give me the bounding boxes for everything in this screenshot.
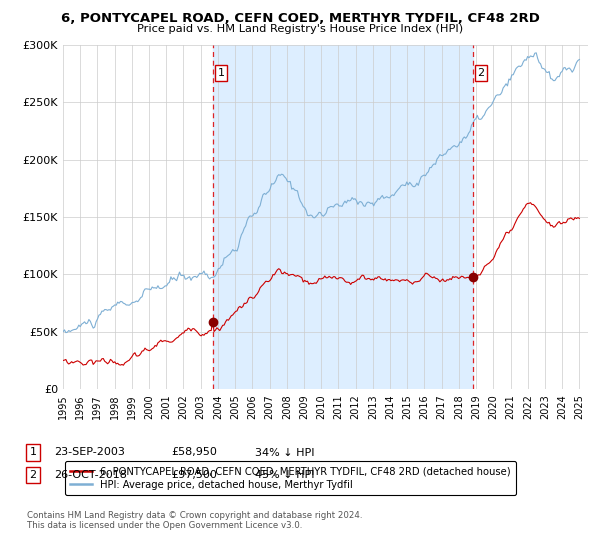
- Bar: [213, 45, 473, 389]
- Text: 26-OCT-2018: 26-OCT-2018: [54, 470, 127, 480]
- Text: 34% ↓ HPI: 34% ↓ HPI: [255, 447, 314, 458]
- Text: £97,500: £97,500: [171, 470, 217, 480]
- Text: 45% ↓ HPI: 45% ↓ HPI: [255, 470, 314, 480]
- Text: This data is licensed under the Open Government Licence v3.0.: This data is licensed under the Open Gov…: [27, 521, 302, 530]
- Text: £58,950: £58,950: [171, 447, 217, 458]
- Text: 2: 2: [29, 470, 37, 480]
- Legend: 6, PONTYCAPEL ROAD, CEFN COED, MERTHYR TYDFIL, CF48 2RD (detached house), HPI: A: 6, PONTYCAPEL ROAD, CEFN COED, MERTHYR T…: [65, 461, 516, 495]
- Text: 6, PONTYCAPEL ROAD, CEFN COED, MERTHYR TYDFIL, CF48 2RD: 6, PONTYCAPEL ROAD, CEFN COED, MERTHYR T…: [61, 12, 539, 25]
- Text: 1: 1: [29, 447, 37, 458]
- Text: Contains HM Land Registry data © Crown copyright and database right 2024.: Contains HM Land Registry data © Crown c…: [27, 511, 362, 520]
- Text: 2: 2: [478, 68, 484, 78]
- Text: 1: 1: [218, 68, 224, 78]
- Text: Price paid vs. HM Land Registry's House Price Index (HPI): Price paid vs. HM Land Registry's House …: [137, 24, 463, 34]
- Text: 23-SEP-2003: 23-SEP-2003: [54, 447, 125, 458]
